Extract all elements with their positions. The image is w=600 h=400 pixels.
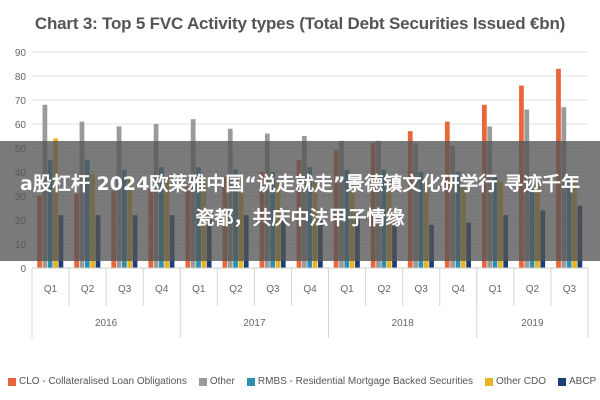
year-label: 2017	[243, 318, 266, 329]
x-tick-label: Q1	[44, 284, 58, 295]
y-tick-label: 0	[20, 264, 26, 275]
x-tick-label: Q1	[340, 284, 354, 295]
y-tick-label: 80	[15, 72, 27, 83]
x-tick-label: Q2	[81, 284, 95, 295]
overlay-text: a股杠杆 2024欧莱雅中国“说走就走”景德镇文化研学行 寻迹千年瓷都，共庆中法…	[20, 173, 580, 229]
y-tick-label: 60	[15, 120, 27, 131]
legend-swatch	[558, 377, 566, 386]
legend-swatch	[484, 377, 493, 386]
x-tick-label: Q4	[303, 284, 317, 295]
y-tick-label: 70	[15, 96, 27, 107]
year-label: 2018	[392, 318, 415, 329]
legend-item: Other	[198, 376, 235, 387]
x-tick-label: Q4	[452, 284, 466, 295]
x-tick-label: Q2	[526, 284, 540, 295]
x-tick-label: Q3	[563, 284, 577, 295]
x-tick-label: Q2	[377, 284, 391, 295]
overlay-banner: a股杠杆 2024欧莱雅中国“说走就走”景德镇文化研学行 寻迹千年瓷都，共庆中法…	[0, 141, 600, 261]
legend-label: CLO - Collateralised Loan Obligations	[19, 376, 187, 387]
year-label: 2016	[95, 318, 118, 329]
legend-swatch	[198, 377, 207, 386]
chart-title: Chart 3: Top 5 FVC Activity types (Total…	[34, 14, 566, 33]
x-tick-label: Q1	[192, 284, 206, 295]
y-tick-label: 90	[15, 48, 27, 59]
x-tick-label: Q3	[266, 284, 280, 295]
x-tick-label: Q4	[155, 284, 169, 295]
x-tick-label: Q2	[229, 284, 243, 295]
legend-label: ABCP	[569, 376, 597, 387]
legend: CLO - Collateralised Loan Obligations Oth…	[8, 376, 598, 387]
legend-label: Other CDO	[495, 376, 546, 387]
legend-item: RMBS - Residential Mortgage Backed Secur…	[246, 376, 473, 387]
year-label: 2019	[521, 318, 544, 329]
legend-swatch	[8, 377, 16, 386]
x-tick-label: Q3	[415, 284, 429, 295]
legend-item: CLO - Collateralised Loan Obligations	[8, 376, 187, 387]
legend-swatch	[246, 377, 255, 386]
legend-item: ABCP	[558, 376, 596, 387]
legend-label: RMBS - Residential Mortgage Backed Secur…	[257, 376, 473, 387]
legend-label: Other	[209, 376, 235, 387]
x-tick-label: Q1	[489, 284, 503, 295]
x-tick-label: Q3	[118, 284, 132, 295]
legend-item: Other CDO	[484, 376, 546, 387]
